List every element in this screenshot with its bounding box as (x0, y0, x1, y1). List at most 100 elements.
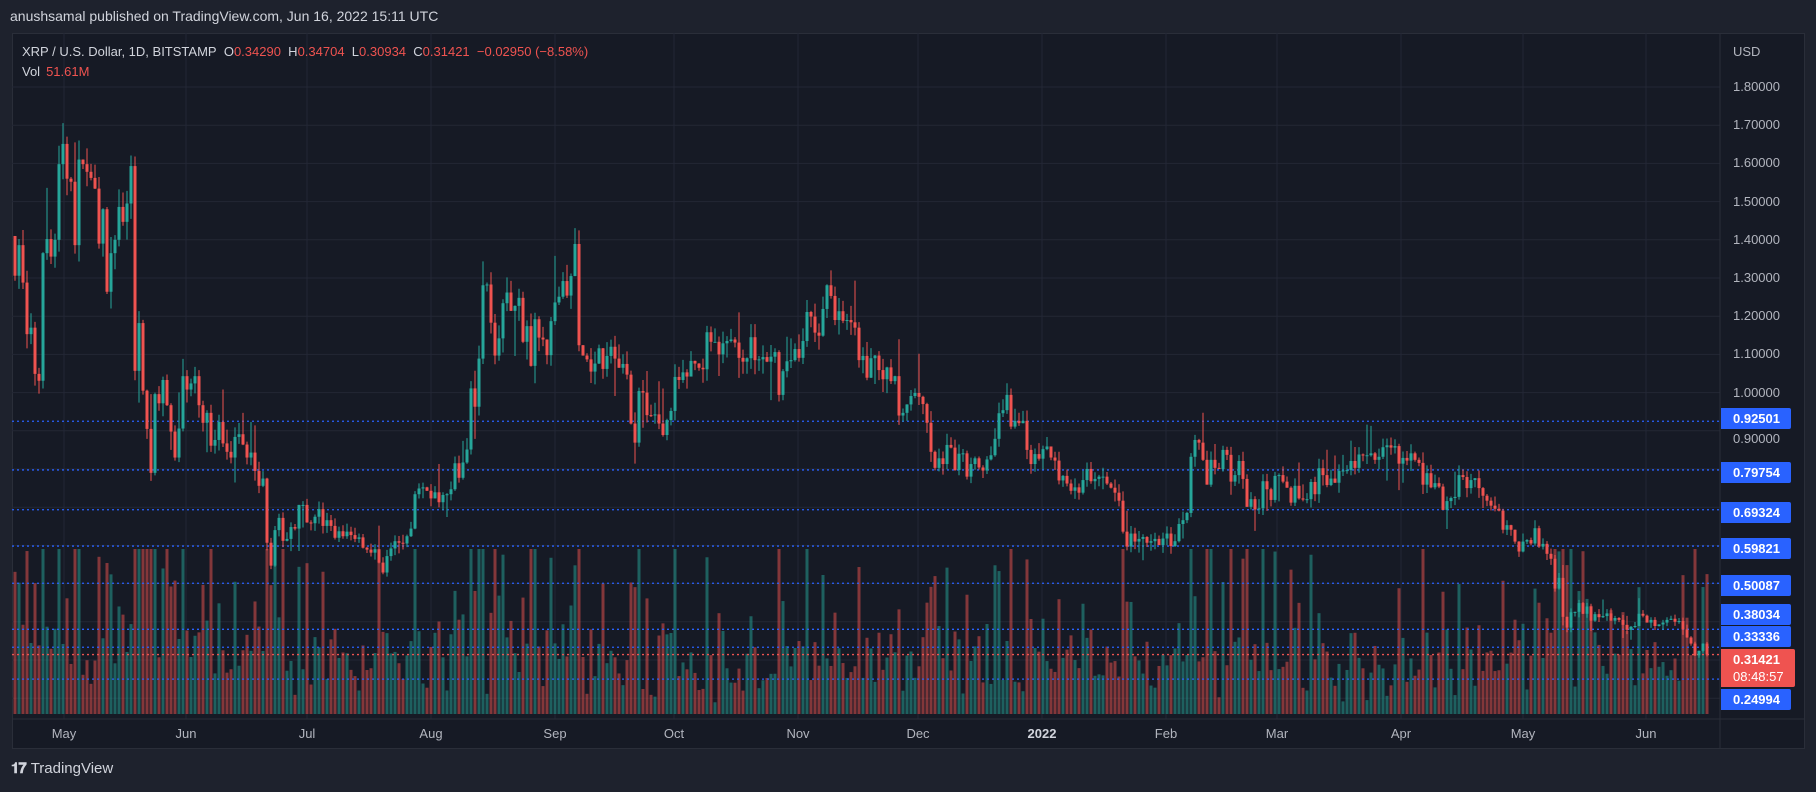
candle (277, 513, 281, 537)
candle (789, 338, 793, 369)
volume-bar (1081, 603, 1085, 714)
candle-body (637, 391, 641, 443)
candle (793, 343, 797, 362)
candle-body (1449, 498, 1453, 502)
volume-bar (113, 663, 117, 714)
candle (1037, 443, 1041, 461)
level-price-badge[interactable]: 0.69324 (1721, 502, 1791, 523)
volume-bar (133, 549, 137, 714)
volume-bar (1293, 627, 1297, 714)
volume-bar (521, 597, 525, 714)
close-label: C (413, 44, 423, 59)
candle-body (1293, 485, 1297, 503)
candle-body (1045, 446, 1049, 450)
volume-bar (553, 643, 557, 714)
volume-bar (145, 549, 149, 714)
candle (1445, 496, 1449, 529)
candle (1549, 548, 1553, 565)
candle-body (1497, 508, 1501, 511)
candle (313, 514, 317, 531)
level-price-badge[interactable]: 0.59821 (1721, 538, 1791, 559)
candle-body (1337, 470, 1341, 483)
candle (541, 326, 545, 347)
candle-body (541, 337, 545, 340)
candle-body (249, 452, 253, 458)
volume-bar (533, 549, 537, 714)
volume-bar (781, 601, 785, 714)
candle-body (877, 355, 881, 371)
volume-bar (1609, 610, 1613, 714)
volume-bar (629, 582, 633, 714)
volume-bar (809, 680, 813, 714)
volume-bar (737, 668, 741, 714)
candle-body (1409, 453, 1413, 461)
candle-body (609, 346, 613, 356)
candle-body (117, 206, 121, 240)
candle (1613, 615, 1617, 625)
volume-bar (1325, 651, 1329, 714)
tradingview-logo[interactable]: 𝟏𝟕 TradingView (11, 760, 113, 777)
volume-bar (589, 629, 593, 714)
candle (909, 389, 913, 411)
volume-bar (1209, 549, 1213, 714)
candle-body (1373, 453, 1377, 460)
candle (1041, 445, 1045, 470)
candle-body (717, 341, 721, 355)
level-price-badge[interactable]: 0.38034 (1721, 604, 1791, 625)
volume-bar (733, 682, 737, 714)
candle (917, 353, 921, 405)
volume-bar (1193, 596, 1197, 714)
candle (825, 284, 829, 319)
candle (801, 328, 805, 364)
candle (1093, 472, 1097, 490)
candle (869, 348, 873, 379)
candle (1705, 642, 1709, 657)
volume-bar (161, 568, 165, 714)
volume-bar (701, 688, 705, 714)
volume-bar (417, 631, 421, 714)
volume-bar (1457, 584, 1461, 714)
volume-bar (1025, 559, 1029, 714)
candle-body (597, 348, 601, 364)
candle-body (13, 235, 17, 276)
volume-bar (201, 584, 205, 714)
candle-body (217, 422, 221, 440)
candle (1237, 455, 1241, 484)
candle (1205, 450, 1209, 485)
symbol-name[interactable]: XRP / U.S. Dollar, 1D, BITSTAMP (22, 44, 217, 59)
level-price-badge[interactable]: 0.92501 (1721, 408, 1791, 429)
level-price-badge[interactable]: 0.24994 (1721, 689, 1791, 710)
candle-body (369, 549, 373, 553)
level-price-badge[interactable]: 0.33336 (1721, 626, 1791, 647)
candle (1029, 444, 1033, 474)
candle (1465, 471, 1469, 498)
candle (1125, 510, 1129, 551)
volume-bar (1237, 637, 1241, 714)
candle-body (1057, 460, 1061, 481)
candle (133, 156, 137, 381)
candle (1321, 459, 1325, 486)
candle (253, 425, 257, 481)
candle-body (661, 423, 665, 436)
candle-body (201, 405, 205, 423)
candle (1141, 534, 1145, 561)
candle (1441, 483, 1445, 511)
candle-body (1433, 483, 1437, 488)
candle (453, 456, 457, 491)
level-price-badge[interactable]: 0.50087 (1721, 575, 1791, 596)
candle (1301, 484, 1305, 502)
candle-body (149, 428, 153, 473)
candle-body (981, 467, 985, 471)
candle (1629, 625, 1633, 640)
candle (265, 477, 269, 551)
volume-bar (393, 651, 397, 714)
candle (509, 280, 513, 311)
candle-body (1689, 637, 1693, 644)
candle-body (801, 341, 805, 358)
candle-body (77, 159, 81, 246)
candle (1017, 412, 1021, 426)
candle (1369, 425, 1373, 457)
candle (457, 455, 461, 483)
level-price-badge[interactable]: 0.79754 (1721, 462, 1791, 483)
